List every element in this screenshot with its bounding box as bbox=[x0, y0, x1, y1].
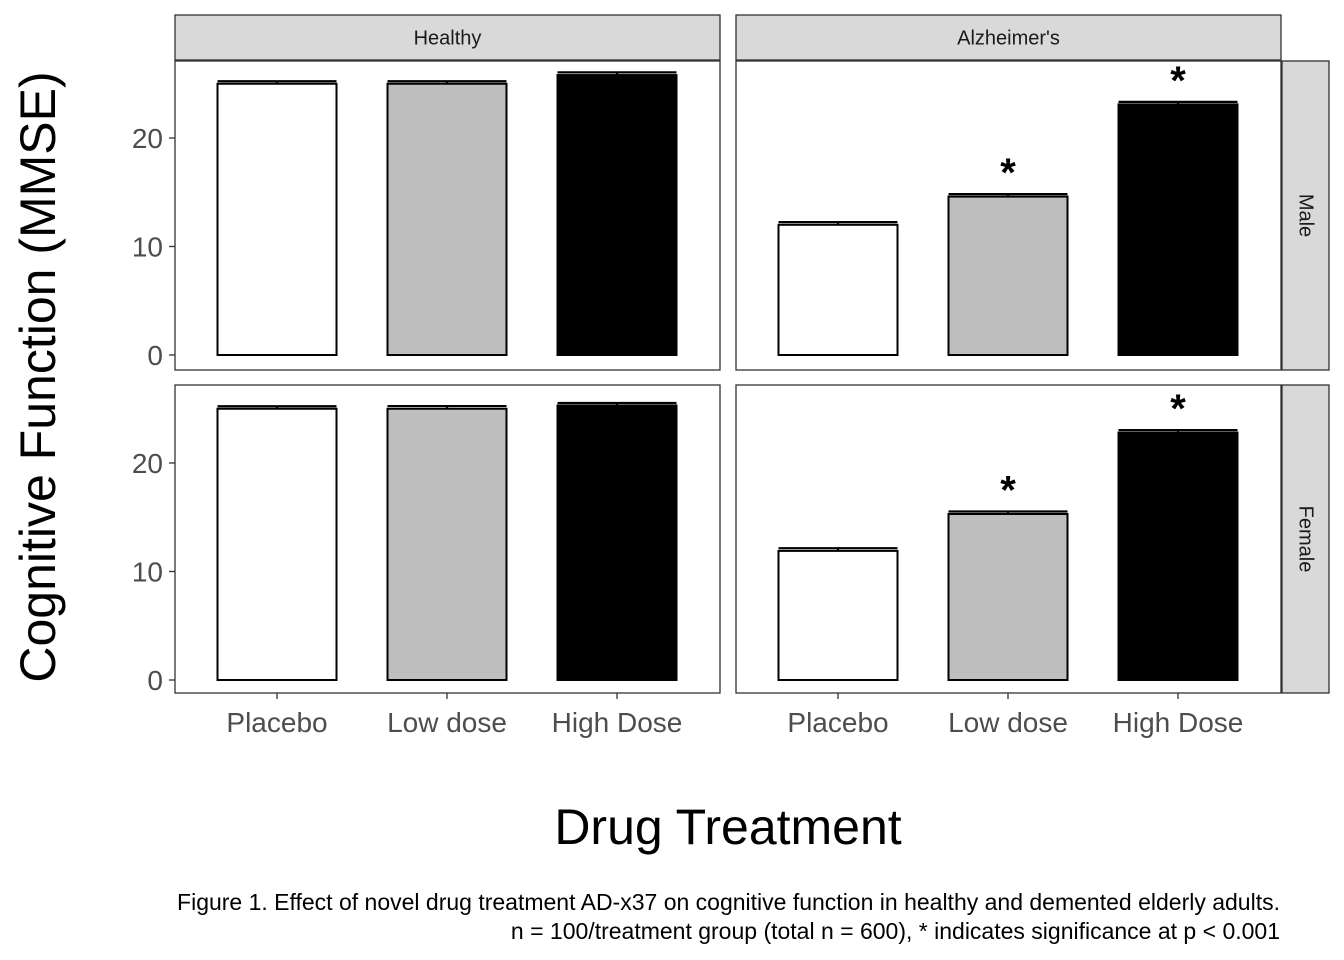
x-axis-title: Drug Treatment bbox=[554, 799, 901, 855]
bar-alzheimer-s-female-placebo bbox=[777, 549, 899, 682]
bar-alzheimer-s-male-low-dose bbox=[947, 195, 1069, 356]
y-tick-label-male-10: 10 bbox=[132, 232, 163, 263]
panel-border-healthy-male bbox=[174, 60, 721, 371]
facet-label-male: Male bbox=[1295, 194, 1317, 237]
facet-strip-healthy bbox=[174, 14, 721, 61]
significance-marker-alzheimer-s-female-high-dose: * bbox=[1170, 387, 1186, 431]
y-tick-label-male-20: 20 bbox=[132, 123, 163, 154]
y-axis-title: Cognitive Function (MMSE) bbox=[10, 71, 66, 682]
significance-marker-alzheimer-s-female-low-dose: * bbox=[1000, 468, 1016, 512]
bar-healthy-male-low-dose bbox=[386, 82, 508, 356]
x-tick-label-healthy-low-dose: Low dose bbox=[387, 707, 507, 738]
y-tick-label-male-0: 0 bbox=[147, 340, 163, 371]
bar-alzheimer-s-female-low-dose bbox=[947, 512, 1069, 681]
bar-healthy-female-high-dose bbox=[556, 404, 678, 681]
faceted-bar-chart: Healthy Alzheimer's Male Female * * * * 0 10 20 0 10… bbox=[10, 14, 1330, 855]
panel-border-alzheimer-s-male bbox=[735, 60, 1282, 371]
facet-strip-female bbox=[1281, 384, 1330, 694]
significance-marker-alzheimer-s-male-high-dose: * bbox=[1170, 59, 1186, 103]
figure-caption-line-2: n = 100/treatment group (total n = 600),… bbox=[510, 918, 1280, 944]
bar-healthy-female-placebo bbox=[216, 407, 338, 681]
bar-alzheimer-s-male-high-dose bbox=[1117, 103, 1239, 356]
facet-strip-male bbox=[1281, 60, 1330, 371]
significance-marker-alzheimer-s-male-low-dose: * bbox=[1000, 151, 1016, 195]
x-tick-label-healthy-placebo: Placebo bbox=[226, 707, 327, 738]
y-tick-label-female-10: 10 bbox=[132, 557, 163, 588]
x-tick-label-healthy-high-dose: High Dose bbox=[552, 707, 683, 738]
bar-healthy-female-low-dose bbox=[386, 407, 508, 681]
facet-label-alzheimer-s: Alzheimer's bbox=[957, 28, 1060, 50]
y-tick-label-female-20: 20 bbox=[132, 448, 163, 479]
x-tick-label-alzheimer-s-high-dose: High Dose bbox=[1113, 707, 1244, 738]
figure-caption-line-1: Figure 1. Effect of novel drug treatment… bbox=[177, 889, 1280, 915]
bar-healthy-male-placebo bbox=[216, 82, 338, 356]
facet-strip-alzheimer-s bbox=[735, 14, 1282, 61]
facet-label-healthy: Healthy bbox=[414, 28, 482, 50]
facet-label-female: Female bbox=[1295, 506, 1317, 573]
bar-healthy-male-high-dose bbox=[556, 74, 678, 356]
bar-alzheimer-s-female-high-dose bbox=[1117, 431, 1239, 681]
x-tick-label-alzheimer-s-low-dose: Low dose bbox=[948, 707, 1068, 738]
y-tick-label-female-0: 0 bbox=[147, 665, 163, 696]
bar-alzheimer-s-male-placebo bbox=[777, 223, 899, 356]
x-tick-label-alzheimer-s-placebo: Placebo bbox=[787, 707, 888, 738]
